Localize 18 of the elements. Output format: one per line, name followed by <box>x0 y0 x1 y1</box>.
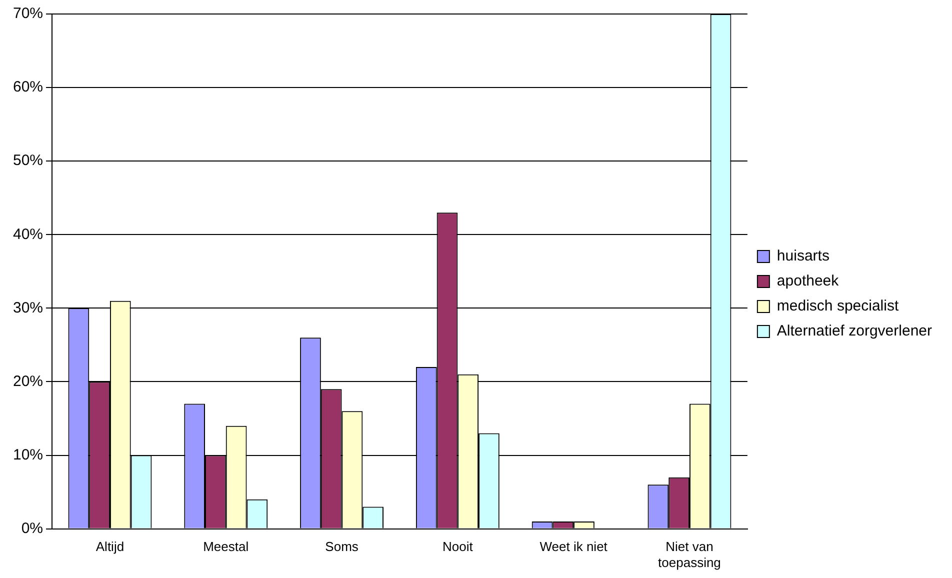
x-tick-label: Soms <box>325 539 359 554</box>
y-tick-label: 40% <box>12 226 44 243</box>
legend-label: Alternatief zorgverlener <box>776 322 932 340</box>
x-tick-label: Niet van toepassing <box>658 539 721 570</box>
y-tick-label: 70% <box>12 5 44 22</box>
y-tick-label: 30% <box>12 299 44 316</box>
y-tick-label: 50% <box>12 152 44 170</box>
x-tick-label: Nooit <box>442 539 474 554</box>
y-tick-label: 60% <box>12 78 44 96</box>
legend-label: medisch specialist <box>776 298 900 315</box>
y-tick-label: 10% <box>12 446 44 464</box>
x-tick-label: Altijd <box>96 539 124 554</box>
y-tick-label: 20% <box>12 372 44 390</box>
x-tick-label: Weet ik niet <box>540 539 608 554</box>
legend-label: huisarts <box>776 248 830 265</box>
y-tick-label: 0% <box>21 520 44 537</box>
x-tick-label: Meestal <box>203 539 249 554</box>
legend-label: apotheek <box>776 272 840 290</box>
